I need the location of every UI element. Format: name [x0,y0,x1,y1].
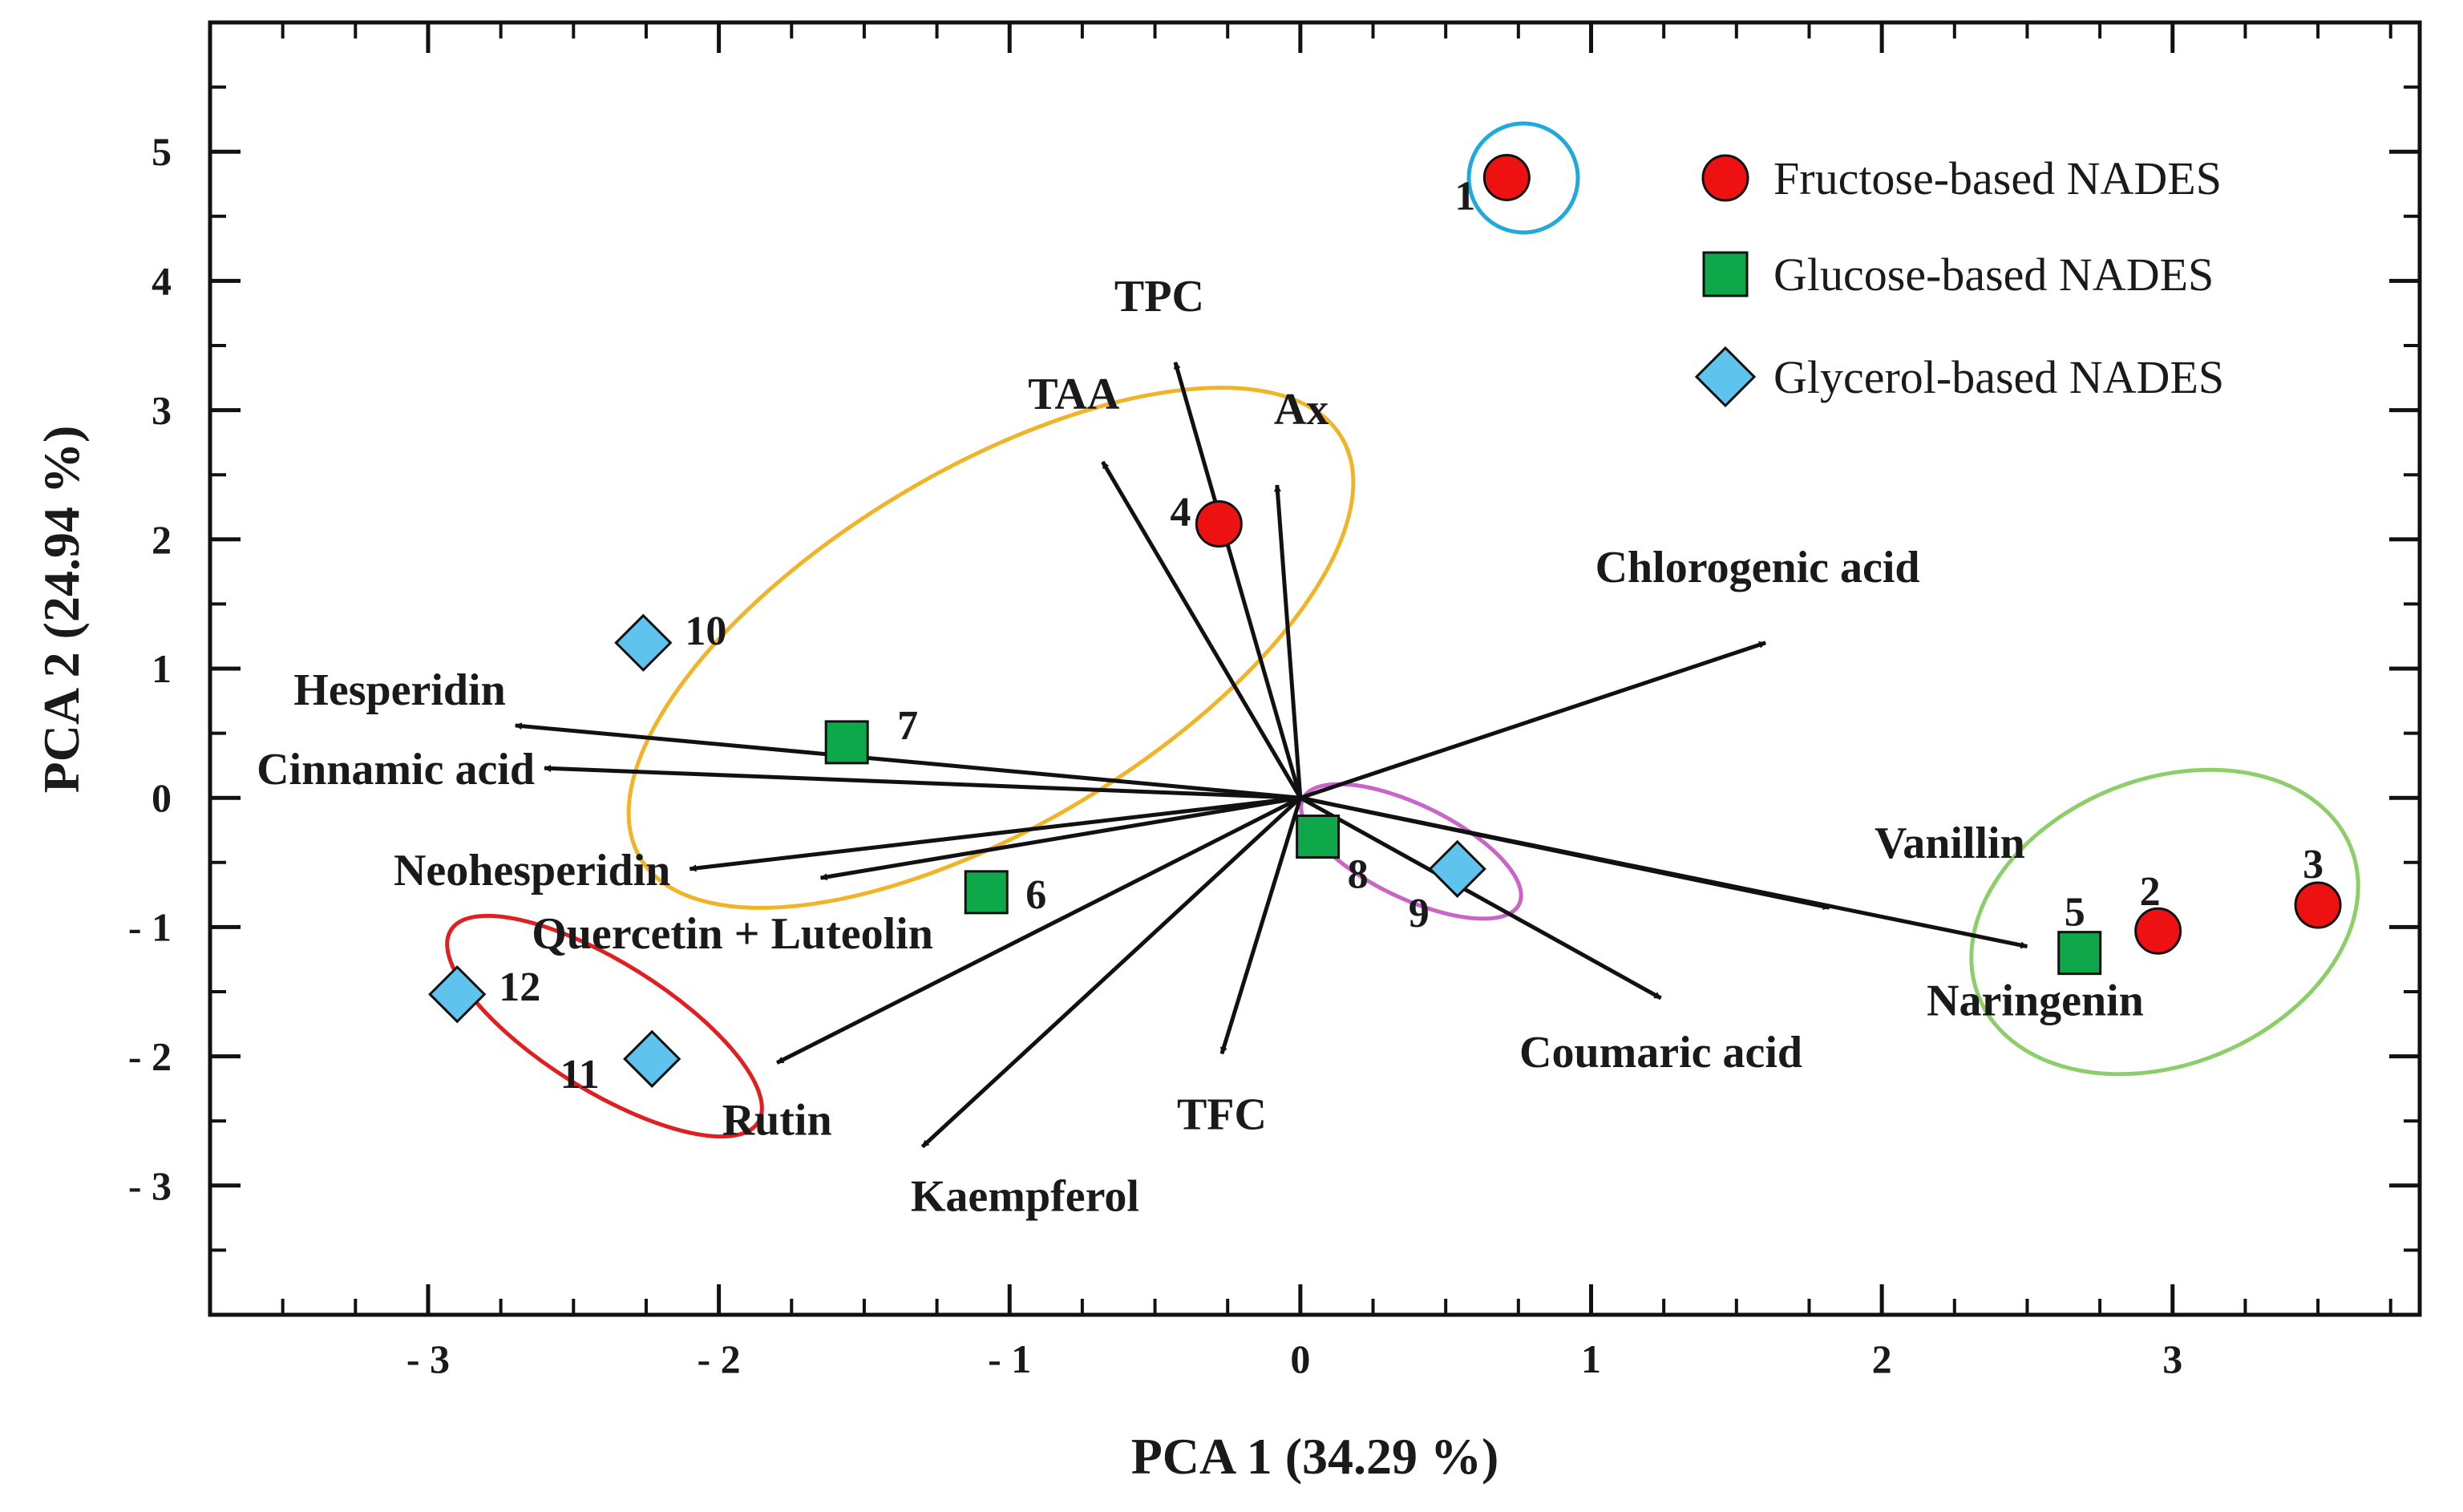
loading-arrow [1101,460,1303,799]
loading-label: Ax [1274,385,1329,435]
y-tick-label: - 3 [128,1163,172,1208]
glucose-point [964,870,1009,915]
loading-arrow [1273,484,1303,798]
fructose-point [2134,907,2182,955]
y-tick-label: 1 [152,646,172,691]
legend-swatch-circle [1701,154,1749,202]
y-axis-title: PCA 2 (24.94 %) [33,426,90,794]
loading-label: Kaempferol [911,1171,1139,1221]
x-tick-label: - 3 [406,1336,450,1381]
point-label: 3 [2303,842,2323,887]
point-label: 9 [1409,891,1430,936]
loading-label: Neohesperidin [394,846,670,895]
loading-label: Cinnamic acid [257,745,535,794]
glycerol-point [623,1029,681,1088]
point-label: 1 [1454,173,1475,219]
point-label: 7 [897,703,918,749]
y-tick-label: 0 [152,775,172,820]
loading-label: Naringenin [1927,976,2144,1026]
x-tick-label: 1 [1581,1336,1601,1381]
loading-label: Coumaric acid [1519,1028,1802,1077]
x-tick-label: - 1 [988,1336,1031,1381]
y-tick-label: 5 [152,129,172,174]
fructose-point [1482,153,1531,201]
legend-label: Fructose-based NADES [1773,152,2222,204]
point-label: 2 [2140,869,2161,915]
legend: Fructose-based NADES Glucose-based NADES G… [1694,152,2224,408]
loading-label: TAA [1028,370,1120,419]
group-ellipses [445,121,2360,1139]
x-tick-label: 2 [1872,1336,1892,1381]
loading-arrow [819,795,1301,881]
loading-arrow [544,764,1300,800]
x-axis-title: PCA 1 (34.29 %) [1131,1428,1499,1485]
loading-arrow [1299,796,1662,1001]
loading-arrow [1219,797,1303,1055]
legend-swatch-diamond [1694,346,1757,408]
loading-arrow [1300,795,2028,949]
y-tick-label: - 1 [128,904,172,949]
loading-arrow [776,795,1301,1065]
glucose-point [1296,815,1341,859]
point-label: 12 [499,964,540,1010]
glycerol-point [614,613,673,672]
loading-label: TFC [1177,1090,1267,1139]
x-tick-label: - 2 [698,1336,741,1381]
point-label: 8 [1348,852,1369,898]
y-tick-label: 3 [152,388,172,433]
point-label: 4 [1170,489,1191,535]
fructose-point [1195,499,1243,548]
glucose-point [2057,931,2102,976]
group-ellipse-yellow [626,386,1356,910]
glucose-point [824,720,869,765]
fructose-point [2294,881,2342,929]
group-ellipse-green [1969,767,2360,1077]
loading-arrow [1173,362,1303,798]
loading-label: Vanillin [1875,819,2025,868]
group-ellipse-red [445,913,764,1139]
x-tick-label: 3 [2162,1336,2182,1381]
point-label: 11 [560,1052,600,1098]
y-tick-label: 4 [152,258,172,303]
loading-label: Chlorogenic acid [1595,543,1920,592]
loading-arrow [1300,641,1766,800]
legend-label: Glycerol-based NADES [1773,351,2224,403]
glycerol-point [428,965,487,1024]
plot-frame [208,20,2422,1317]
loading-arrow [514,722,1301,800]
loading-arrow [920,796,1302,1149]
legend-label: Glucose-based NADES [1773,249,2214,301]
point-label: 5 [2065,890,2085,936]
x-tick-label: 0 [1290,1336,1310,1381]
y-tick-label: - 2 [128,1034,172,1079]
point-label: 10 [685,608,726,654]
loading-label: Hesperidin [293,665,505,715]
y-tick-label: 2 [152,517,172,562]
glycerol-point [1428,839,1486,898]
loading-arrow [689,795,1301,872]
point-label: 6 [1025,872,1046,918]
loading-label: Rutin [722,1096,832,1146]
loading-vectors: TPC TAA Ax Chlorogenic acid Hesperidin Cinnam… [257,272,2144,1221]
loading-label: TPC [1114,272,1204,321]
legend-swatch-square [1702,251,1749,297]
group-ellipse-sample-1 [1466,121,1580,235]
loading-label: Quercetin + Luteolin [532,909,933,959]
